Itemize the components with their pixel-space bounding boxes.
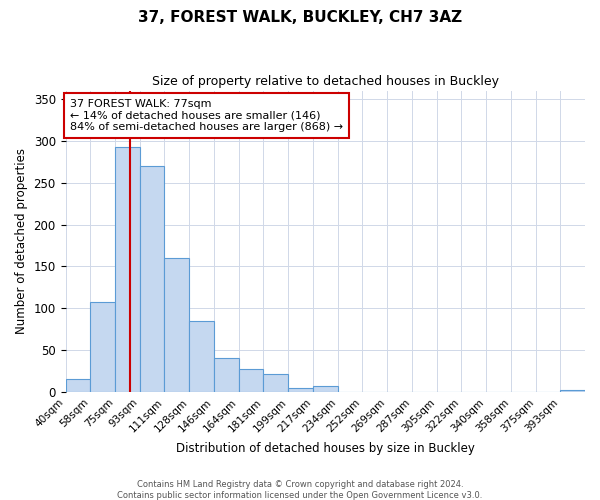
Bar [90,302,115,392]
Bar [189,321,214,392]
Bar [288,388,313,392]
X-axis label: Distribution of detached houses by size in Buckley: Distribution of detached houses by size … [176,442,475,455]
Title: Size of property relative to detached houses in Buckley: Size of property relative to detached ho… [152,75,499,88]
Bar [560,390,585,392]
Y-axis label: Number of detached properties: Number of detached properties [15,148,28,334]
Bar [140,166,164,392]
Bar [263,374,288,392]
Text: 37 FOREST WALK: 77sqm
← 14% of detached houses are smaller (146)
84% of semi-det: 37 FOREST WALK: 77sqm ← 14% of detached … [70,99,343,132]
Bar [313,386,338,392]
Bar [239,368,263,392]
Text: 37, FOREST WALK, BUCKLEY, CH7 3AZ: 37, FOREST WALK, BUCKLEY, CH7 3AZ [138,10,462,25]
Bar [214,358,239,392]
Text: Contains HM Land Registry data © Crown copyright and database right 2024.
Contai: Contains HM Land Registry data © Crown c… [118,480,482,500]
Bar [115,146,140,392]
Bar [65,378,90,392]
Bar [164,258,189,392]
